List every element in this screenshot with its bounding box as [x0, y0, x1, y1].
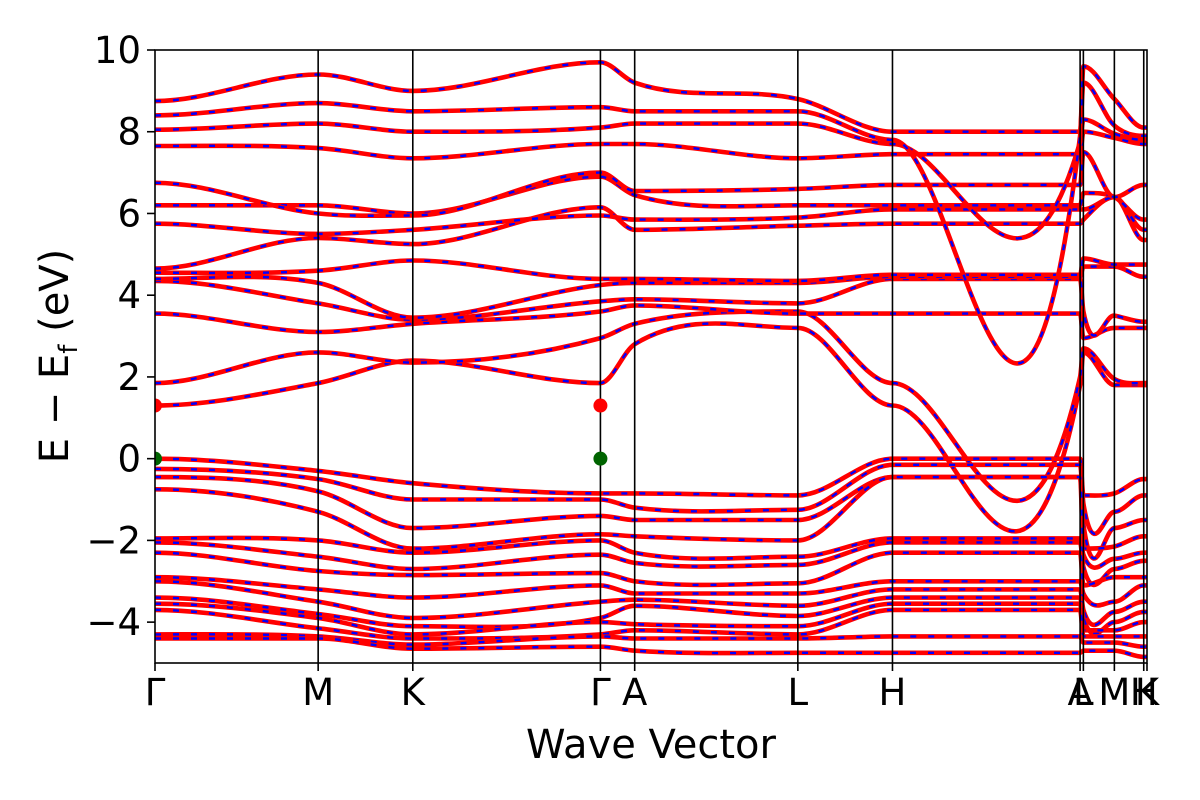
x-tick-label-4: A: [622, 671, 647, 714]
x-tick-label-3: Γ: [590, 671, 611, 714]
band-line-spin-up-7: [155, 195, 1147, 236]
band-line-spin-up-20: [155, 551, 1147, 587]
x-tick-label-2: K: [401, 671, 427, 714]
x-tick-label-8: L: [1073, 671, 1094, 714]
band-line-spin-up-14: [155, 457, 1147, 497]
x-tick-label-5: L: [788, 671, 809, 714]
band-line-spin-up-10: [155, 130, 1147, 160]
y-tick-label: 2: [117, 356, 141, 399]
y-axis-title: E − Ef (eV): [32, 249, 84, 464]
band-line-spin-up-3: [155, 277, 1147, 337]
band-line-spin-up-27: [155, 637, 1147, 659]
y-axis-ticks: −4 −2 0 2 4 6 8 10: [86, 29, 155, 644]
x-tick-label-6: H: [879, 671, 907, 714]
y-axis-title-sub: f: [54, 344, 84, 354]
band-line-spin-up-11: [155, 118, 1147, 240]
y-tick-label: 0: [117, 438, 141, 481]
y-axis-title-main: E − E: [32, 354, 78, 464]
y-axis-title-unit: (eV): [32, 249, 78, 345]
y-tick-label: −4: [86, 601, 141, 644]
vbm-marker-3: [593, 451, 608, 466]
y-tick-label: 8: [117, 111, 141, 154]
band-line-spin-up-12: [155, 81, 1147, 365]
x-tick-label-10: H: [1130, 671, 1158, 714]
cbm-marker-0: [155, 398, 162, 413]
band-line-spin-up-19: [155, 541, 1147, 586]
x-axis-title: Wave Vector: [526, 722, 777, 768]
band-line-spin-up-15: [155, 463, 1147, 535]
vbm-marker-2: [155, 451, 162, 466]
x-tick-label-1: M: [302, 671, 334, 714]
band-line-spin-up-26: [155, 633, 1147, 648]
y-tick-label: −2: [86, 519, 141, 562]
high-symmetry-lines: [317, 50, 1145, 663]
y-tick-label: 6: [117, 192, 141, 235]
extrema-markers: [155, 398, 608, 466]
x-tick-label-9: M: [1098, 671, 1130, 714]
band-line-spin-down-1: [155, 309, 1147, 503]
x-tick-label-7: A: [1067, 671, 1092, 714]
band-line-spin-up-16: [155, 475, 1147, 560]
y-tick-label: 10: [94, 29, 141, 72]
x-tick-label-0: Γ: [145, 671, 166, 714]
y-tick-label: 4: [117, 274, 141, 317]
x-axis-ticks: Γ M K Γ A L H AL M HK: [145, 663, 1161, 714]
x-tick-label-11: K: [1135, 671, 1161, 714]
plot-frame: [154, 49, 1148, 664]
cbm-marker-1: [593, 398, 608, 413]
